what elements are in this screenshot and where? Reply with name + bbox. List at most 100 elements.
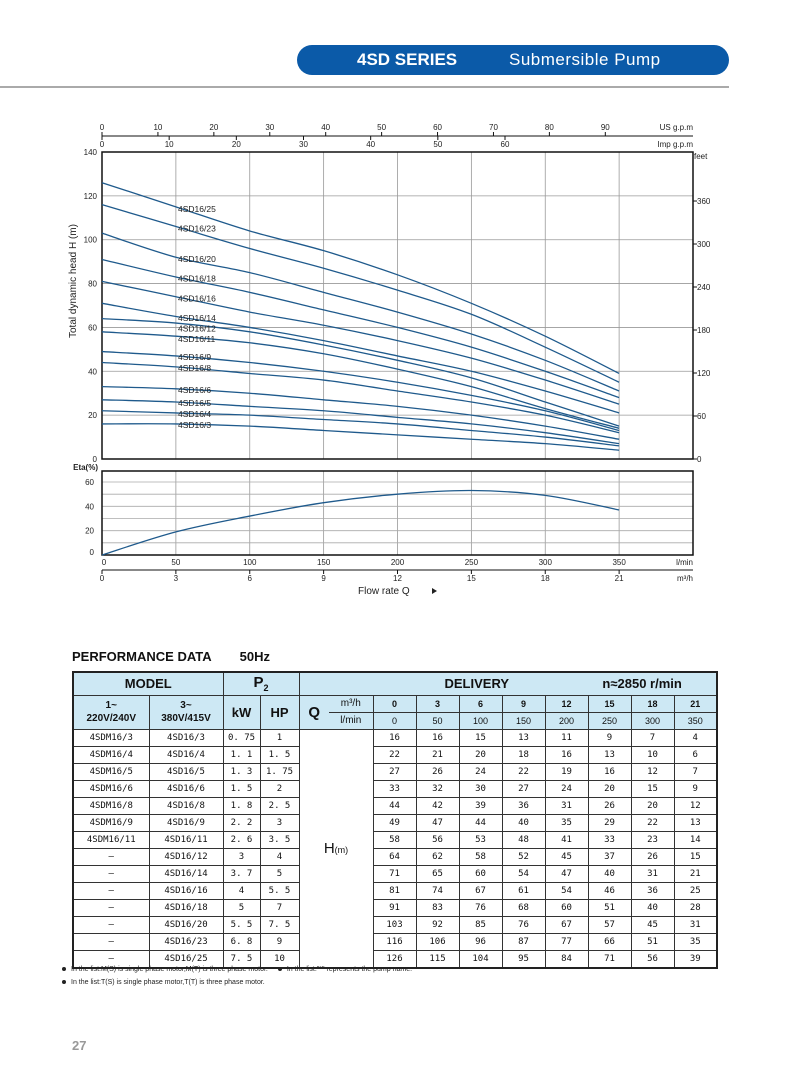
table-row: –4SD16/18 5 7 91 83 76 68 60 51 40 28: [72, 898, 718, 917]
head-value: 37: [587, 847, 632, 866]
head-value: 49: [372, 813, 417, 832]
table-row: 4SDM16/5 4SD16/5 1. 3 1. 75 27 26 24 22 19 16 12 7: [72, 762, 718, 781]
head-value: 39: [673, 949, 718, 968]
head-value: 45: [544, 847, 589, 866]
q-lmin-cell: 0: [372, 711, 417, 730]
imp-gpm-tick-label: 30: [299, 140, 308, 149]
head-value: 76: [501, 915, 546, 934]
imp-gpm-label: Imp g.p.m: [657, 140, 693, 149]
hp-value: 7. 5: [259, 915, 300, 934]
q-lmin-cell: 250: [587, 711, 632, 730]
head-value: 7: [673, 762, 718, 781]
us-gpm-tick-label: 10: [153, 123, 162, 132]
m3h-tick-label: 12: [393, 574, 402, 583]
kw-value: 1. 8: [222, 796, 261, 815]
footnote: In the list:"*" represents the pump name…: [286, 966, 413, 973]
head-curve: [101, 280, 620, 405]
kw-value: 1. 5: [222, 779, 261, 798]
y-tick-label: 40: [88, 367, 97, 376]
head-value: 32: [415, 779, 460, 798]
m3h-tick-label: 15: [467, 574, 476, 583]
head-value: 71: [587, 949, 632, 968]
q-lmin-cell: 100: [458, 711, 503, 730]
q-m3h-cell: 15: [587, 694, 632, 713]
m3h-axis-label: m³/h: [677, 574, 693, 583]
head-value: 60: [458, 864, 503, 883]
table-row: 4SDM16/6 4SD16/6 1. 5 2 33 32 30 27 24 20 15 9: [72, 779, 718, 798]
three-phase-model: 4SD16/9: [148, 813, 224, 832]
hp-value: 1. 75: [259, 762, 300, 781]
us-gpm-label: US g.p.m: [660, 123, 694, 132]
single-phase-model: –: [72, 949, 150, 968]
curve-label: 4SD16/9: [178, 352, 211, 362]
head-value: 21: [673, 864, 718, 883]
hp-value: 3: [259, 813, 300, 832]
three-phase-model: 4SD16/20: [148, 915, 224, 934]
table-row: 4SDM16/3 4SD16/3 0. 75 1 H(m) 16 16 15 13 11 9 7 4: [72, 728, 718, 968]
m3h-tick-label: 3: [174, 574, 179, 583]
single-phase-model: 4SDM16/9: [72, 813, 150, 832]
head-value: 24: [544, 779, 589, 798]
head-value: 31: [630, 864, 675, 883]
efficiency-curve: [101, 489, 620, 556]
performance-table: MODEL P2 DELIVERY n≈2850 r/min 1~ 220V/24…: [72, 671, 718, 969]
footnote-row-1: In the list:M(S) is single phase motor,M…: [62, 966, 412, 973]
head-value: 11: [544, 728, 589, 747]
head-value: 26: [630, 847, 675, 866]
head-value: 18: [501, 745, 546, 764]
curve-label: 4SD16/12: [178, 323, 216, 333]
eta-tick-label: 0: [90, 548, 95, 557]
curve-label: 4SD16/8: [178, 363, 211, 373]
hp-header: HP: [259, 694, 300, 730]
head-value: 28: [673, 898, 718, 917]
hp-value: 2. 5: [259, 796, 300, 815]
table-row: –4SD16/14 3. 7 5 71 65 60 54 47 40 31 21: [72, 864, 718, 883]
imp-gpm-tick-label: 60: [501, 140, 510, 149]
pump-performance-chart: 020406080100120140060120180240300360feet…: [68, 123, 711, 597]
head-value: 33: [587, 830, 632, 849]
curve-label: 4SD16/6: [178, 385, 211, 395]
footnote: In the list:T(S) is single phase motor,T…: [71, 979, 265, 986]
head-value: 41: [544, 830, 589, 849]
curve-label: 4SD16/18: [178, 274, 216, 284]
head-value: 42: [415, 796, 460, 815]
y-tick-label: 120: [84, 192, 98, 201]
imp-gpm-tick-label: 20: [232, 140, 241, 149]
head-value: 20: [630, 796, 675, 815]
head-value: 52: [501, 847, 546, 866]
us-gpm-tick-label: 30: [265, 123, 274, 132]
h-label-cell: H(m): [298, 728, 374, 968]
head-value: 16: [372, 728, 417, 747]
three-phase-model: 4SD16/5: [148, 762, 224, 781]
series-banner: 4SD SERIES Submersible Pump: [297, 45, 729, 75]
table-row: 4SDM16/9 4SD16/9 2. 2 3 49 47 44 40 35 29 22 13: [72, 813, 718, 832]
head-value: 62: [415, 847, 460, 866]
head-curve: [101, 302, 620, 414]
kw-header: kW: [222, 694, 261, 730]
us-gpm-tick-label: 80: [545, 123, 554, 132]
head-curve: [101, 423, 620, 451]
frequency-label: 50Hz: [239, 649, 270, 664]
head-value: 84: [544, 949, 589, 968]
imp-gpm-tick-label: 0: [100, 140, 105, 149]
lmin-axis-label: l/min: [676, 558, 693, 567]
y-axis-label: Total dynamic head H (m): [68, 224, 79, 338]
head-value: 66: [587, 932, 632, 951]
head-value: 74: [415, 881, 460, 900]
us-gpm-tick-label: 60: [433, 123, 442, 132]
curve-label: 4SD16/4: [178, 409, 211, 419]
feet-tick-label: 60: [697, 412, 706, 421]
three-voltage-label: 380V/415V: [161, 713, 211, 724]
curve-label: 4SD16/20: [178, 254, 216, 264]
head-curve: [101, 232, 620, 392]
series-subtitle: Submersible Pump: [509, 50, 661, 69]
lmin-tick-label: 0: [102, 558, 107, 567]
head-value: 12: [630, 762, 675, 781]
head-value: 116: [372, 932, 417, 951]
m3h-tick-label: 21: [615, 574, 624, 583]
m3h-tick-label: 18: [541, 574, 550, 583]
head-value: 126: [372, 949, 417, 968]
eta-axis-label: Eta(%): [73, 463, 98, 472]
p2-label: P: [253, 674, 264, 692]
curve-label: 4SD16/16: [178, 293, 216, 303]
